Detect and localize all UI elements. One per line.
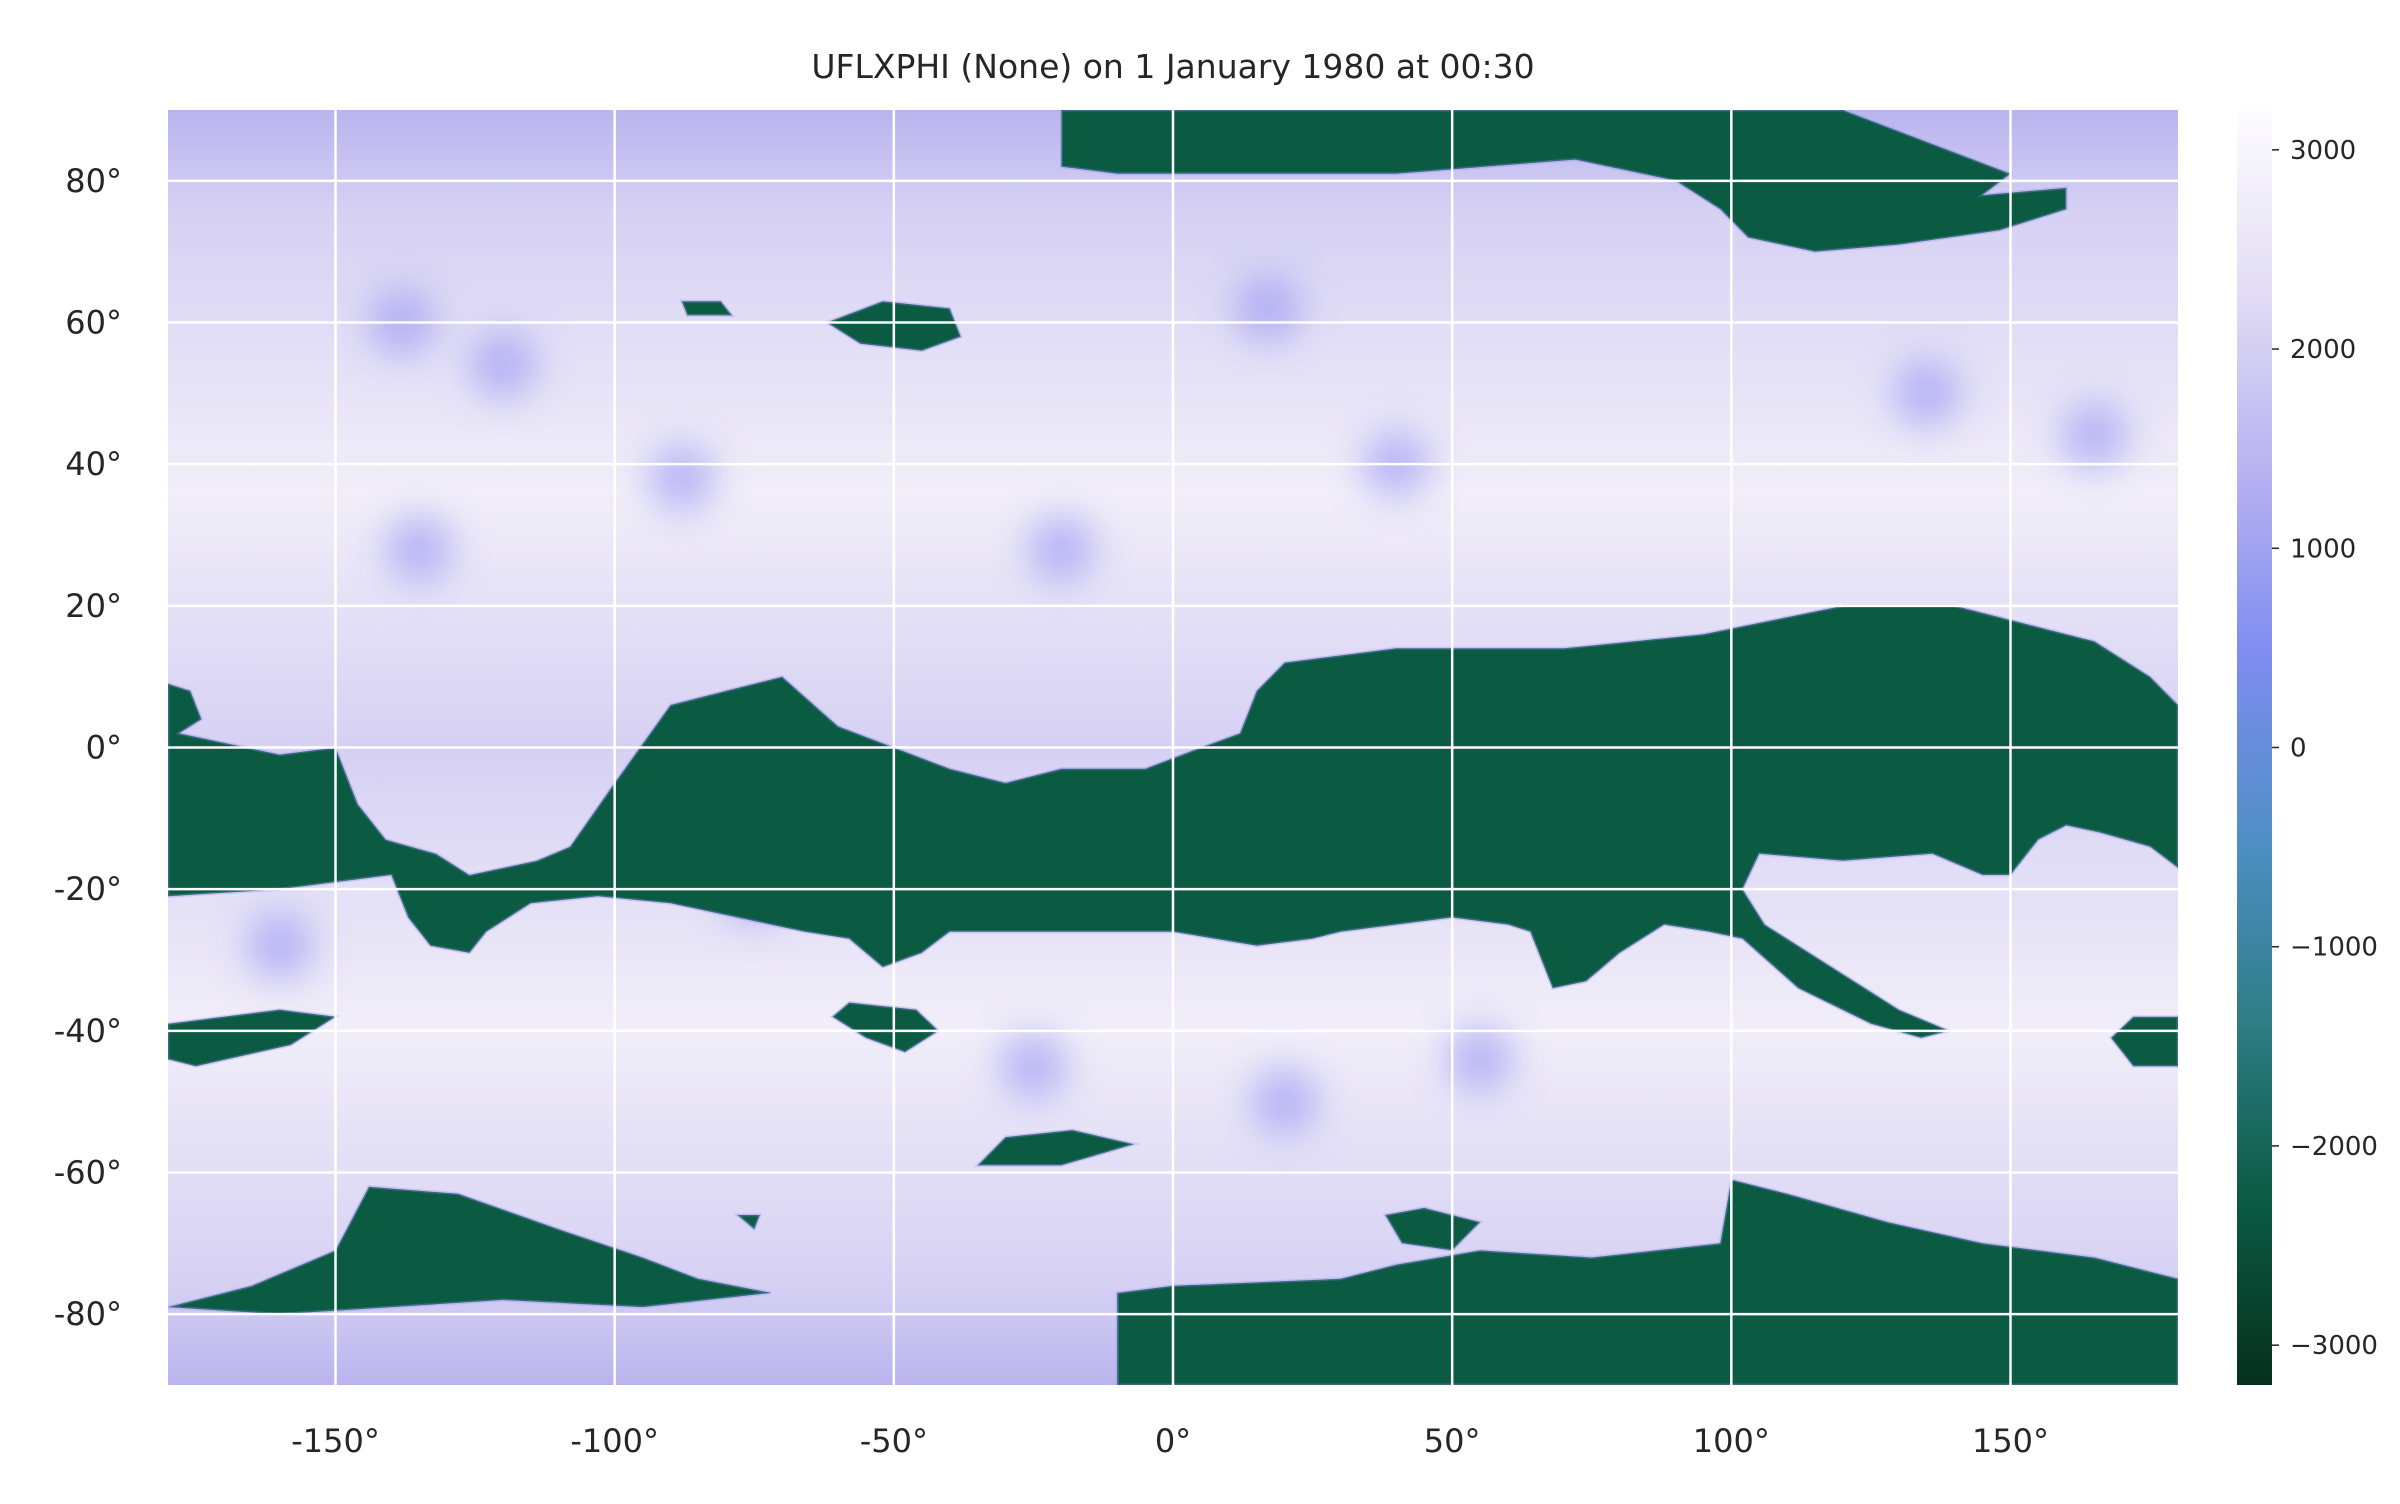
grid-layer [168,110,2178,1385]
y-tick-label: 80° [65,162,122,200]
colorbar-tick-label: 1000 [2290,534,2356,564]
highlight-spot-5 [1892,359,1961,428]
y-tick-label: 40° [65,445,122,483]
region-west-edge-40 [168,1008,340,1068]
colorbar-tick-labels: 3000 2000 1000 0 −1000 −2000 −3000 [2272,136,2378,1361]
y-tick-label: -40° [54,1012,122,1050]
region-south-blob-60 [974,1128,1140,1167]
plot-area [168,110,2178,1385]
y-tick-labels: 80° 60° 40° 20° 0° -20° -40° -60° -80° [54,162,122,1333]
colorbar-tick-label: 2000 [2290,335,2356,365]
highlight-spot-3 [1233,274,1302,343]
region-antarctic-west [168,1185,772,1316]
highlight-spot-0 [385,515,454,584]
region-antarctic-east [1115,1177,2178,1385]
highlight-spot-2 [1027,515,1096,584]
region-arctic-blob-b [679,299,735,317]
y-tick-label: -20° [54,870,122,908]
x-tick-label: 150° [1972,1422,2049,1460]
highlight-spot-7 [469,331,537,399]
region-antarctic-blob [1382,1206,1484,1252]
y-tick-label: -80° [54,1295,122,1333]
y-tick-label: 20° [65,587,122,625]
highlight-spot-12 [999,1032,1068,1101]
x-tick-label: 0° [1155,1422,1191,1460]
highlight-spot-13 [245,911,314,980]
chart-title: UFLXPHI (None) on 1 January 1980 at 00:3… [811,47,1534,86]
x-tick-label: -50° [860,1422,928,1460]
colorbar-tick-label: 0 [2290,734,2307,764]
colorbar-tick-label: 3000 [2290,136,2356,166]
y-tick-label: 0° [86,729,122,767]
colorbar: 3000 2000 1000 0 −1000 −2000 −3000 [2237,110,2378,1385]
highlight-spot-1 [647,444,716,513]
region-south-blob-40 [829,1000,941,1054]
x-tick-label: -100° [570,1422,659,1460]
x-tick-label: -150° [291,1422,380,1460]
highlight-spot-8 [1250,1067,1319,1136]
highlight-spot-9 [1446,1025,1515,1094]
highlight-spot-6 [2060,401,2129,470]
colorbar-gradient [2237,110,2272,1385]
region-south-blob-65 [733,1213,762,1232]
y-tick-label: 60° [65,304,122,342]
colorbar-tick-label: −1000 [2290,933,2378,963]
x-tick-label: 50° [1424,1422,1481,1460]
colorbar-tick-label: −2000 [2290,1132,2378,1162]
region-east-edge-40 [2108,1015,2178,1068]
x-tick-labels: -150° -100° -50° 0° 50° 100° 150° [291,1422,2049,1460]
x-tick-label: 100° [1693,1422,1770,1460]
colorbar-tick-label: −3000 [2290,1331,2378,1361]
y-tick-label: -60° [54,1154,122,1192]
